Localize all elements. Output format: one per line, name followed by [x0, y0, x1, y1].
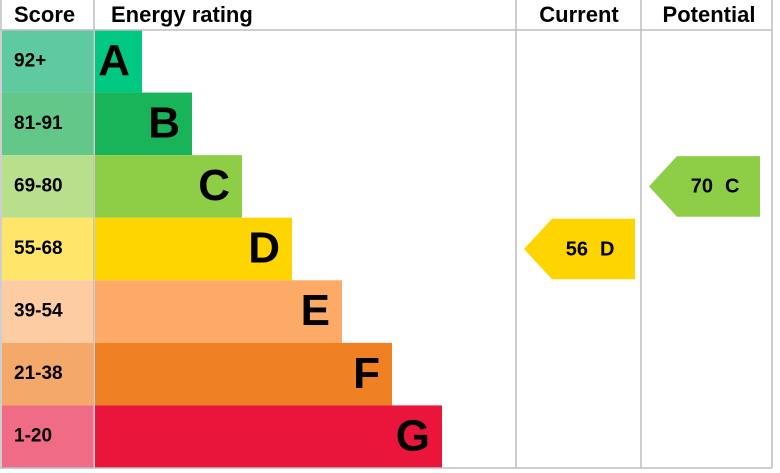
- score-cell: [2, 155, 94, 218]
- rating-bar: [95, 342, 392, 406]
- score-cell: [2, 92, 94, 156]
- rating-letter: B: [148, 98, 180, 147]
- score-cell: [2, 280, 94, 343]
- score-range: 69-80: [14, 175, 63, 196]
- score-range: 1-20: [14, 426, 52, 447]
- rating-bar: [95, 92, 192, 156]
- current-pointer: [524, 218, 635, 280]
- current-value: 56: [566, 238, 588, 260]
- rating-bar: [95, 30, 142, 93]
- score-cell: [2, 217, 94, 281]
- rating-header: Energy rating: [111, 2, 253, 27]
- potential-value: 70: [691, 176, 713, 198]
- rating-letter: F: [353, 349, 380, 398]
- current-header: Current: [539, 2, 619, 27]
- score-range: 39-54: [14, 301, 63, 322]
- potential-letter: C: [725, 176, 739, 198]
- rating-bar: [95, 405, 442, 468]
- score-range: 81-91: [14, 113, 63, 134]
- score-cell: [2, 405, 94, 468]
- rating-bar: [95, 155, 242, 218]
- rating-letter: A: [98, 36, 130, 85]
- score-cell: [2, 342, 94, 406]
- score-range: 21-38: [14, 363, 63, 384]
- rating-bar: [95, 217, 292, 281]
- rating-bar: [95, 280, 342, 343]
- rating-letter: C: [198, 161, 230, 210]
- rating-letter: G: [396, 411, 430, 460]
- current-letter: D: [600, 238, 614, 260]
- score-cell: [2, 30, 94, 93]
- score-range: 92+: [14, 50, 46, 71]
- rating-letter: E: [301, 286, 330, 335]
- potential-pointer: [649, 156, 760, 217]
- score-header: Score: [14, 2, 75, 27]
- score-range: 55-68: [14, 238, 63, 259]
- potential-header: Potential: [663, 2, 756, 27]
- rating-letter: D: [248, 224, 280, 273]
